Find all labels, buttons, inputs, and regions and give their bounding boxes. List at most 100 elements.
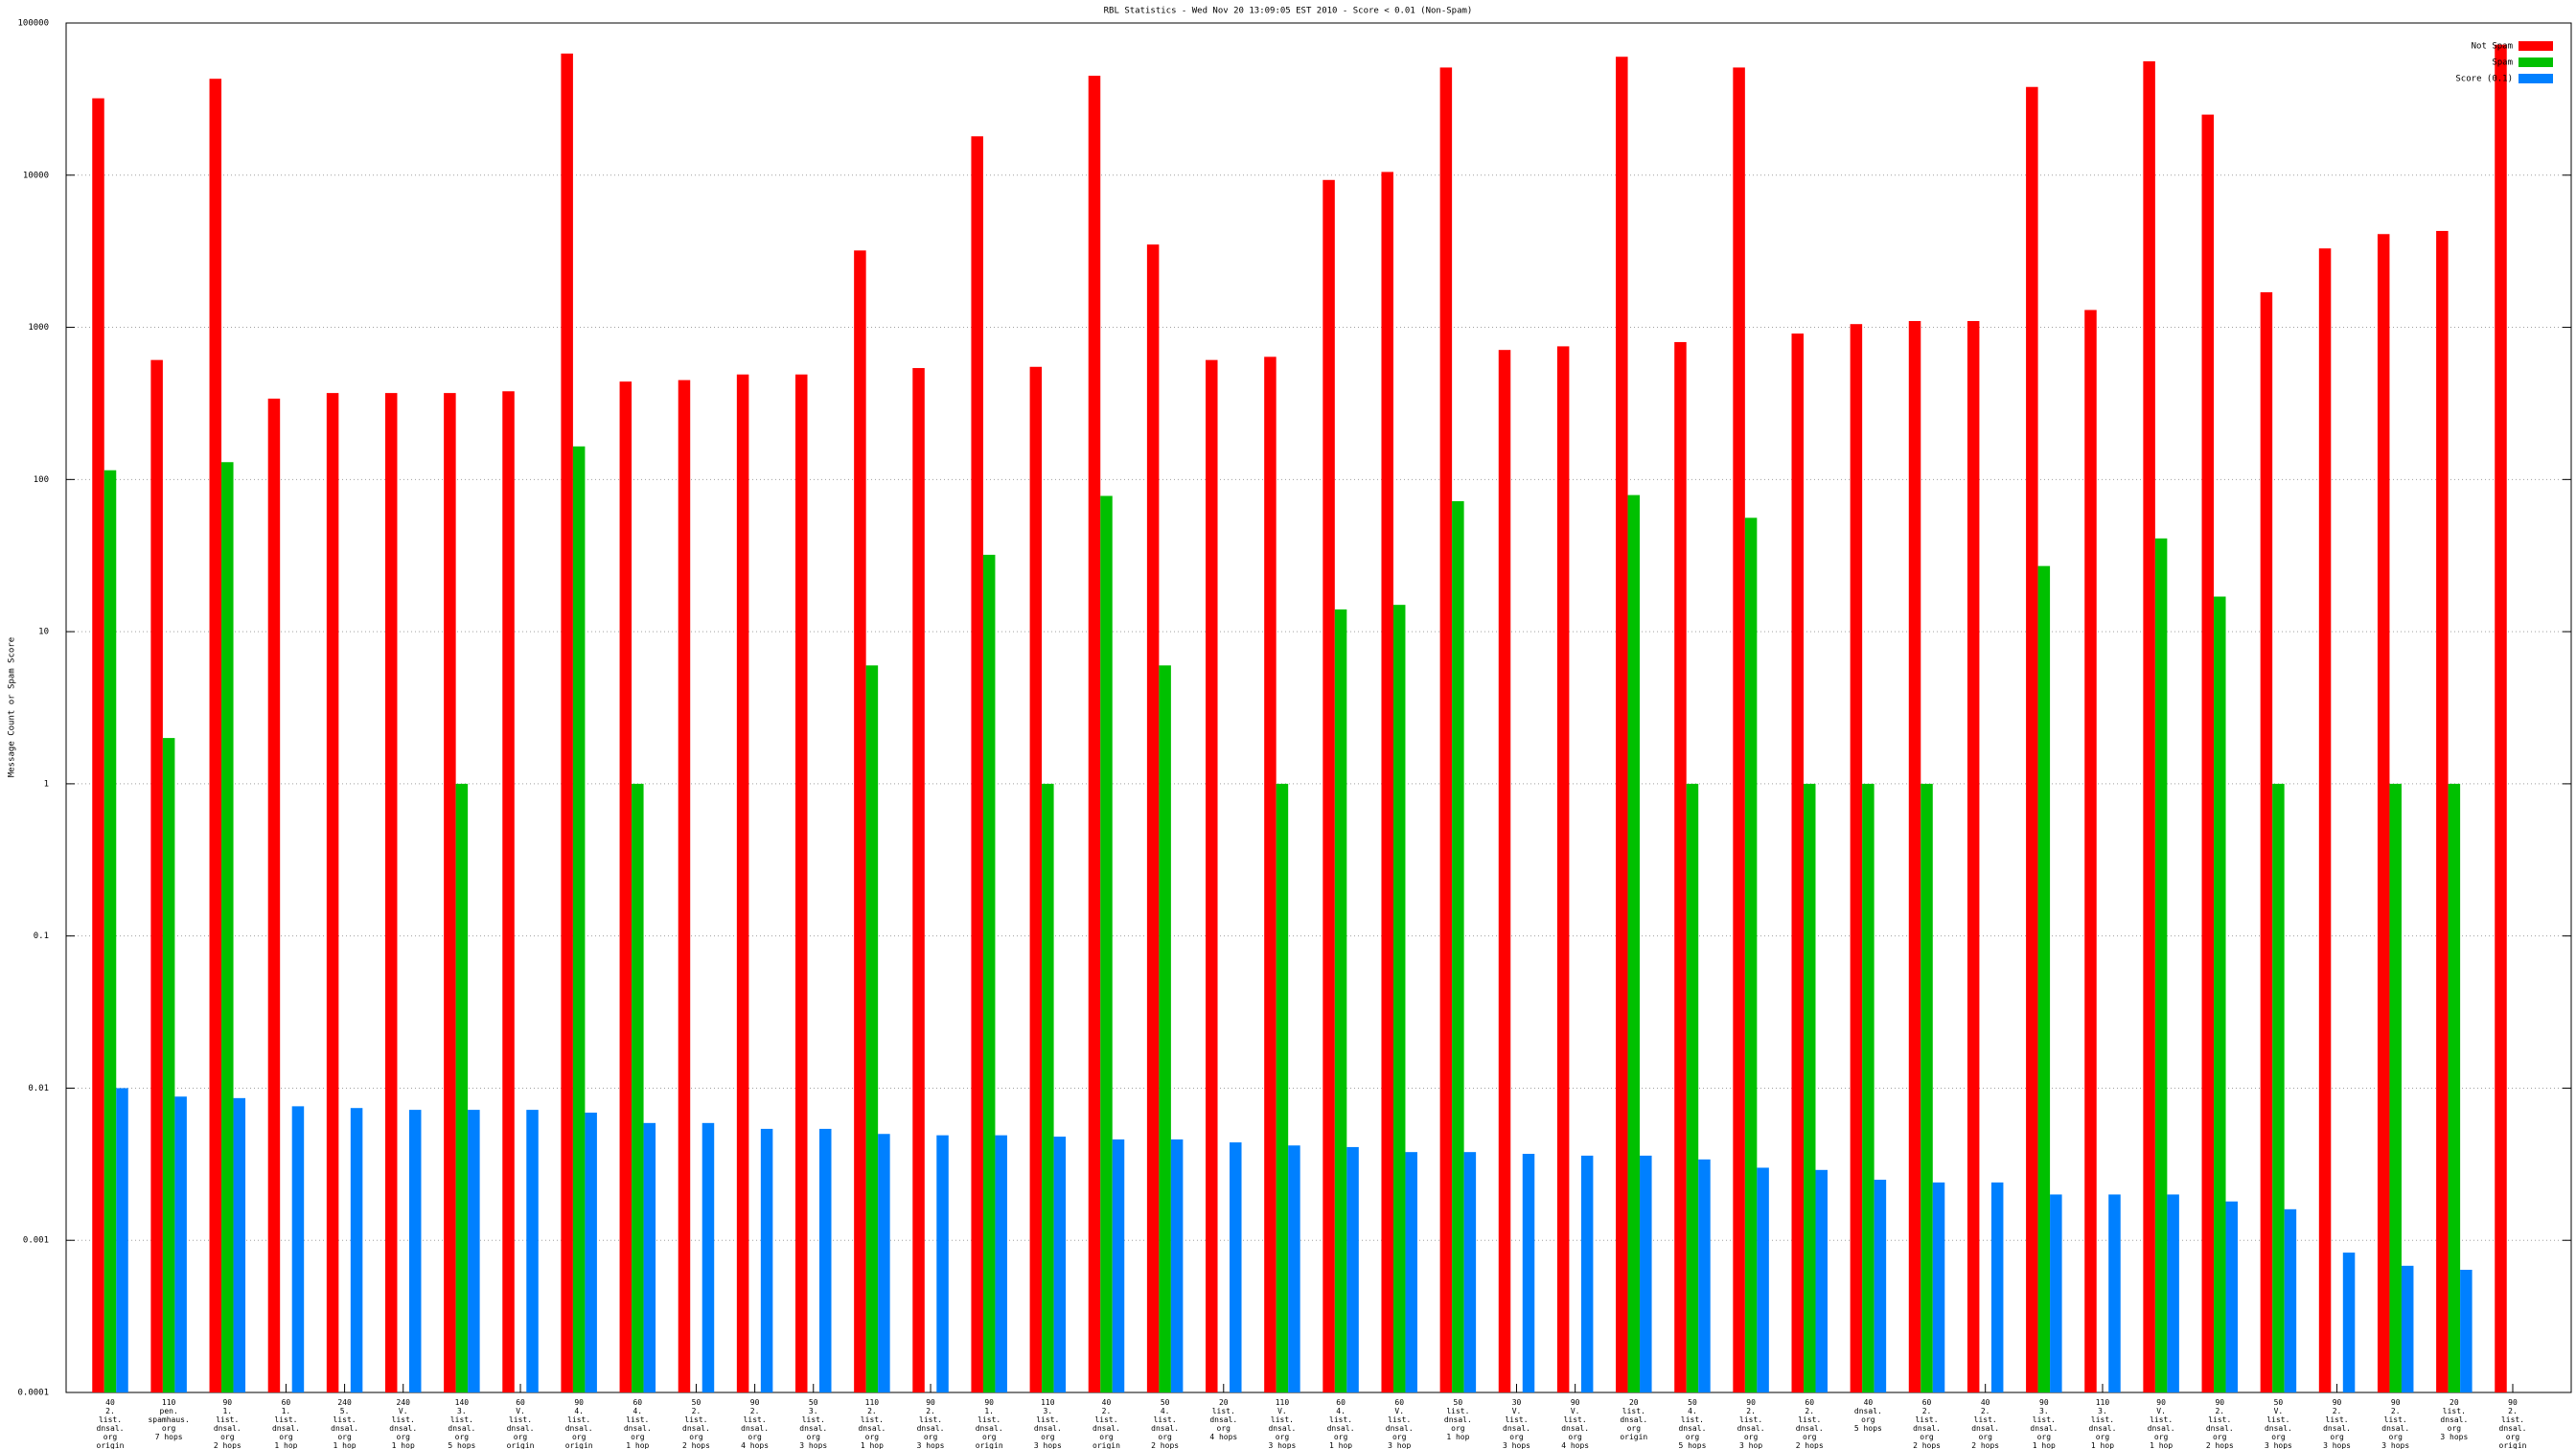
x-tick-label-line: org <box>2506 1433 2520 1441</box>
x-tick-label-line: org <box>337 1433 352 1441</box>
bar <box>982 554 996 1392</box>
bar <box>1334 609 1347 1392</box>
x-tick-label-line: 90 <box>2215 1398 2224 1407</box>
x-tick-label-line: dnsal. <box>272 1424 300 1433</box>
x-tick-label-line: 50 <box>1454 1398 1463 1407</box>
x-tick-label-line: dnsal. <box>1444 1415 1472 1424</box>
x-tick-label-line: dnsal. <box>1327 1424 1355 1433</box>
x-tick-label-line: dnsal. <box>1034 1424 1062 1433</box>
x-tick-label-line: dnsal. <box>741 1424 769 1433</box>
bar <box>1850 324 1863 1392</box>
x-tick-label-line: origin <box>507 1441 535 1449</box>
x-tick-label-line: dnsal. <box>214 1424 242 1433</box>
x-tick-label: 60 1. list. dnsal. org 1 hop <box>272 1398 300 1449</box>
x-tick-label-line: 3 hop <box>1388 1441 1411 1449</box>
bar <box>2214 596 2226 1392</box>
x-tick-label-line: list. <box>2326 1415 2349 1424</box>
legend-label: Spam <box>2492 58 2513 68</box>
x-tick-label: 40 2. list. dnsal. org origin <box>97 1398 125 1449</box>
x-tick-label: 110 3. list. dnsal. org 1 hop <box>2089 1398 2117 1449</box>
x-tick-label: 60 2. list. dnsal. org 2 hops <box>1796 1398 1824 1449</box>
x-tick-label: 110 2. list. dnsal. org 1 hop <box>858 1398 886 1449</box>
x-tick-label-line: V. <box>516 1407 525 1415</box>
x-tick-label-line: dnsal. <box>2323 1424 2351 1433</box>
x-tick-label-line: org <box>2037 1433 2052 1441</box>
x-tick-label: 50 4. list. dnsal. org 5 hops <box>1678 1398 1706 1449</box>
x-tick-label-line: org <box>1158 1433 1172 1441</box>
x-tick-label-line: 1 hop <box>392 1441 415 1449</box>
y-tick-label: 100 <box>34 475 49 485</box>
x-tick-label-line: list. <box>1622 1407 1645 1415</box>
x-tick-label-line: org <box>104 1433 118 1441</box>
bar <box>2284 1208 2297 1392</box>
bar <box>1674 341 1687 1392</box>
x-tick-label-line: 4 hops <box>1209 1433 1237 1441</box>
bar <box>2448 783 2461 1392</box>
x-tick-label-line: dnsal. <box>2499 1424 2527 1433</box>
x-tick-label-line: V. <box>399 1407 408 1415</box>
x-tick-label-line: org <box>1451 1424 1465 1433</box>
x-tick-label-line: org <box>982 1433 997 1441</box>
x-tick-label-line: list. <box>334 1415 356 1424</box>
x-tick-label-line: 2. <box>926 1407 935 1415</box>
x-tick-label-line: origin <box>1620 1433 1647 1441</box>
bar <box>1966 320 1980 1393</box>
x-tick-label-line: org <box>1803 1433 1817 1441</box>
plot-frame <box>65 22 2572 1393</box>
x-tick-label-line: org <box>689 1433 703 1441</box>
x-tick-label-line: 90 <box>2156 1398 2166 1407</box>
x-tick-label-line: 110 <box>1276 1398 1290 1407</box>
x-tick-label-line: 2. <box>2508 1407 2518 1415</box>
x-tick-label-line: 3. <box>809 1407 818 1415</box>
bar <box>2460 1269 2472 1392</box>
bar <box>1698 1159 1711 1392</box>
x-tick-label-line: 3 hops <box>2323 1441 2351 1449</box>
x-tick-label: 60 4. list. dnsal. org 1 hop <box>624 1398 652 1449</box>
bar <box>1744 518 1758 1392</box>
x-tick-label-line: 60 <box>1805 1398 1814 1407</box>
x-tick-label-line: org <box>2330 1433 2344 1441</box>
x-tick-label: 90 1. list. dnsal. org 2 hops <box>214 1398 242 1449</box>
bar <box>795 374 808 1392</box>
x-tick-label: 90 V. list. dnsal. org 1 hop <box>2148 1398 2175 1449</box>
x-tick-label-line: V. <box>1394 1407 1404 1415</box>
bar <box>1112 1138 1125 1392</box>
x-tick-label-line: 2. <box>2215 1407 2224 1415</box>
bar <box>1053 1137 1067 1392</box>
x-tick-label-line: dnsal. <box>507 1424 535 1433</box>
bar <box>2108 1194 2121 1392</box>
bar <box>2037 565 2051 1392</box>
x-tick-label: 240 V. list. dnsal. org 1 hop <box>389 1398 417 1449</box>
x-tick-label-line: 40 <box>1102 1398 1112 1407</box>
x-tick-label-line: dnsal. <box>97 1424 125 1433</box>
x-tick-label: 90 4. list. dnsal. org origin <box>565 1398 593 1449</box>
bar <box>878 1134 890 1392</box>
x-tick-label-line: list. <box>861 1415 884 1424</box>
x-tick-label-line: list. <box>450 1415 473 1424</box>
x-tick-label-line: 240 <box>337 1398 352 1407</box>
x-tick-label-line: list. <box>1329 1415 1352 1424</box>
x-tick-label-line: origin <box>2499 1441 2527 1449</box>
x-tick-label-line: org <box>162 1424 176 1433</box>
x-tick-label-line: 1. <box>222 1407 232 1415</box>
bar <box>2401 1265 2414 1392</box>
x-tick-label-line: spamhaus. <box>148 1415 189 1424</box>
x-tick-label-line: dnsal. <box>624 1424 652 1433</box>
bar <box>104 470 117 1392</box>
x-tick-label-line: dnsal. <box>1854 1407 1882 1415</box>
x-tick-label: 60 V. list. dnsal. org 3 hop <box>1386 1398 1414 1449</box>
x-tick-label-line: dnsal. <box>858 1424 886 1433</box>
bar <box>2436 230 2449 1392</box>
x-tick-label-line: org <box>2271 1433 2286 1441</box>
bar <box>1230 1142 1242 1392</box>
x-tick-label-line: org <box>631 1433 645 1441</box>
x-tick-label-line: dnsal. <box>1913 1424 1941 1433</box>
x-tick-label-line: V. <box>1571 1407 1580 1415</box>
x-tick-label-line: dnsal. <box>917 1424 945 1433</box>
x-tick-label-line: 60 <box>1336 1398 1346 1407</box>
bar <box>116 1088 128 1392</box>
x-tick-label-line: dnsal. <box>1151 1424 1179 1433</box>
bar <box>2272 783 2285 1392</box>
x-tick-label-line: dnsal. <box>1386 1424 1414 1433</box>
bar <box>233 1097 246 1392</box>
